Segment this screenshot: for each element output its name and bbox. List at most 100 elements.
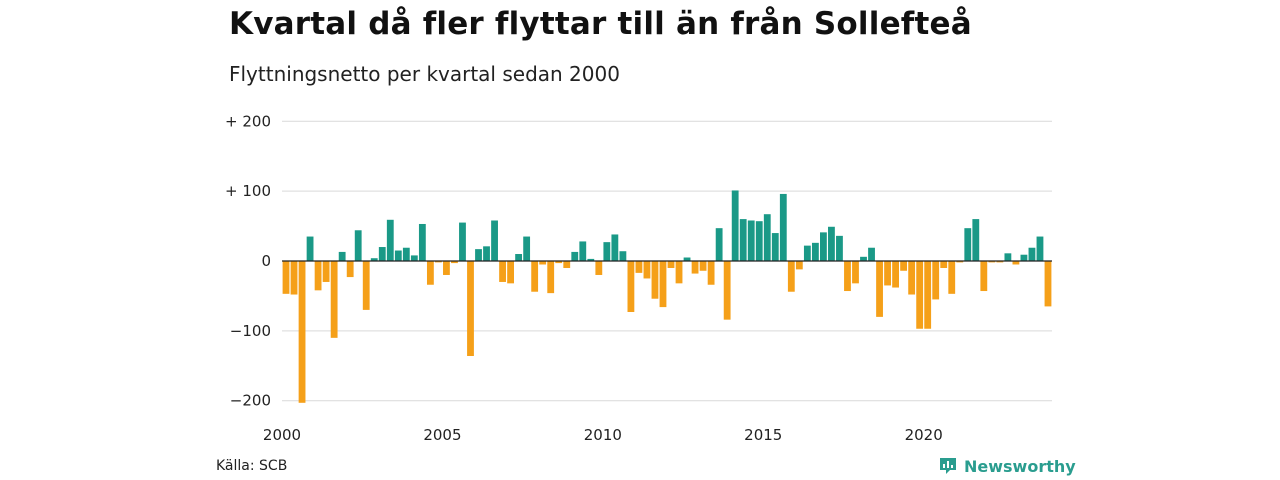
bar xyxy=(475,249,482,261)
bar xyxy=(394,250,402,261)
bar xyxy=(282,261,290,294)
chart-subtitle: Flyttningsnetto per kvartal sedan 2000 xyxy=(229,62,620,86)
chart-title: Kvartal då fler flyttar till än från Sol… xyxy=(229,6,972,42)
bar xyxy=(402,247,410,261)
bar xyxy=(346,261,354,278)
bar xyxy=(852,261,859,284)
bar xyxy=(731,190,739,261)
y-tick-label: −200 xyxy=(230,392,271,410)
bar xyxy=(443,261,450,275)
bar xyxy=(410,255,418,261)
bar xyxy=(836,235,843,261)
bar xyxy=(426,261,434,285)
newsworthy-logo-icon xyxy=(940,458,956,474)
y-tick-label: 0 xyxy=(261,252,271,270)
bar xyxy=(763,214,771,261)
bar xyxy=(499,261,506,282)
bar xyxy=(635,261,643,273)
bar xyxy=(643,261,651,279)
bar xyxy=(803,245,811,261)
bar xyxy=(459,222,466,261)
y-tick-label: + 200 xyxy=(225,112,271,130)
bar xyxy=(547,261,555,294)
bar xyxy=(435,261,442,263)
bar xyxy=(683,257,691,261)
bar xyxy=(298,261,306,403)
bar xyxy=(451,261,458,264)
source-label: Källa: SCB xyxy=(216,458,288,474)
bar xyxy=(876,261,883,317)
y-tick-label: + 100 xyxy=(225,182,271,200)
x-tick-label: 2005 xyxy=(423,426,461,444)
bar xyxy=(964,228,972,261)
bar xyxy=(1036,236,1044,261)
bar xyxy=(338,251,346,261)
bar xyxy=(587,258,595,261)
bar xyxy=(932,261,940,300)
bar xyxy=(314,261,322,291)
bar xyxy=(811,242,819,261)
bar xyxy=(330,261,338,338)
bar xyxy=(795,261,803,270)
bar xyxy=(980,261,988,292)
bar xyxy=(531,261,539,292)
bar xyxy=(483,246,490,261)
bar xyxy=(940,261,948,268)
bar xyxy=(691,261,699,274)
x-tick-label: 2015 xyxy=(744,426,782,444)
bar xyxy=(996,261,1004,263)
bar xyxy=(948,261,956,294)
grid-lines xyxy=(282,120,1052,402)
bar xyxy=(467,261,474,356)
bar xyxy=(1012,261,1020,265)
bar xyxy=(1004,253,1012,261)
bar xyxy=(322,261,330,282)
bar xyxy=(699,261,707,271)
bar xyxy=(563,261,571,268)
bar xyxy=(675,261,683,284)
bar xyxy=(603,242,611,261)
bar xyxy=(771,233,779,261)
bar xyxy=(723,261,731,320)
bar xyxy=(820,232,827,261)
bar xyxy=(868,247,875,261)
bar xyxy=(755,221,763,261)
bar xyxy=(507,261,514,284)
bar xyxy=(779,193,787,261)
brand-name: Newsworthy xyxy=(964,456,1076,476)
bar xyxy=(523,236,531,261)
bar xyxy=(828,226,835,261)
bar xyxy=(707,261,715,285)
bar xyxy=(555,261,563,264)
bar xyxy=(611,234,619,261)
bar xyxy=(892,261,899,288)
bar xyxy=(659,261,667,308)
bar xyxy=(1028,247,1036,261)
bar xyxy=(884,261,891,286)
bar xyxy=(747,220,755,261)
bar xyxy=(844,261,851,292)
bar xyxy=(595,261,603,275)
bar xyxy=(715,228,723,261)
x-tick-label: 2020 xyxy=(905,426,943,444)
bar xyxy=(667,261,675,268)
bar xyxy=(539,261,547,265)
bar xyxy=(362,261,370,310)
bar-chart: + 200 + 100 0 −100 −200 2000 2005 2010 2015 2020 xyxy=(225,112,1052,444)
brand: Newsworthy xyxy=(938,456,1076,476)
bar xyxy=(988,261,996,263)
bar xyxy=(579,241,587,261)
bar xyxy=(619,251,627,261)
bar xyxy=(354,230,362,261)
bar xyxy=(900,261,908,271)
bar xyxy=(1044,261,1052,307)
bar xyxy=(908,261,916,295)
bar xyxy=(651,261,659,299)
bar xyxy=(571,251,579,261)
bar xyxy=(491,220,498,261)
bars xyxy=(282,190,1052,403)
bar xyxy=(956,261,964,263)
x-tick-label: 2000 xyxy=(263,426,301,444)
bar xyxy=(739,219,747,261)
bar xyxy=(418,223,426,261)
